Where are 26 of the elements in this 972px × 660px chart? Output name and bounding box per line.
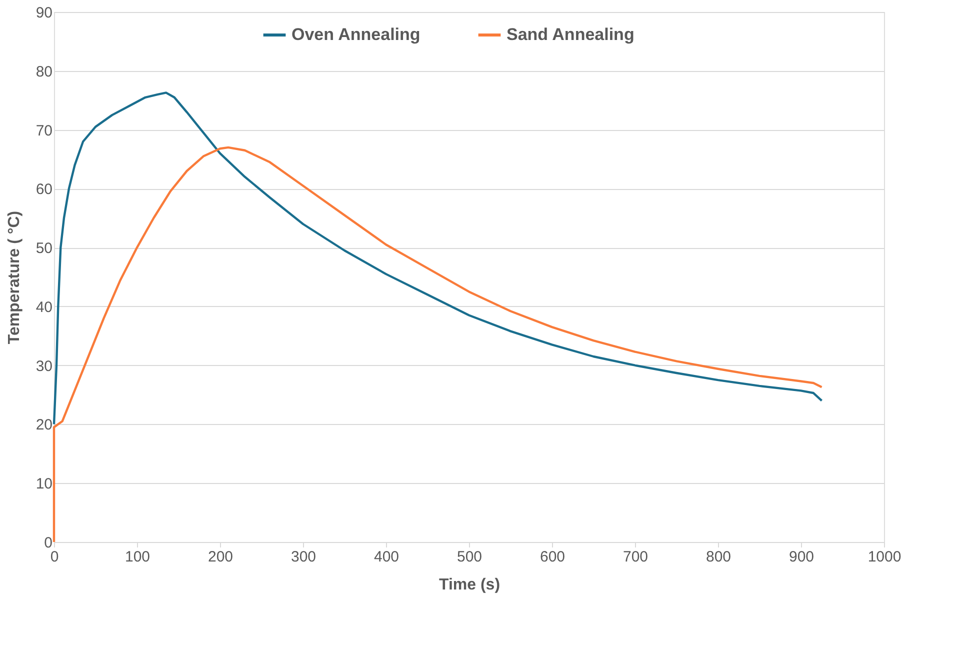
x-tick-label: 1000	[868, 548, 902, 566]
line-series	[52, 146, 823, 544]
x-tick-label: 400	[374, 548, 400, 566]
y-tick-label: 20	[36, 416, 52, 434]
x-tick-label: 900	[788, 548, 814, 566]
line-series	[52, 92, 823, 426]
y-tick-label: 30	[36, 358, 52, 375]
y-tick-label: 90	[36, 4, 52, 22]
legend-label: Sand Annealing	[506, 25, 634, 44]
y-tick-label: 80	[36, 63, 52, 80]
y-tick-label: 50	[36, 240, 52, 258]
x-tick-label: 500	[456, 548, 482, 566]
x-tick-label: 600	[540, 548, 566, 566]
y-tick-label: 70	[36, 122, 52, 140]
legend-label: Oven Annealing	[292, 25, 420, 44]
x-tick-label: 800	[706, 548, 732, 566]
y-tick-label: 10	[36, 476, 52, 493]
y-tick-label: 40	[36, 298, 52, 316]
x-tick-label: 100	[124, 548, 150, 566]
y-tick-label: 60	[36, 181, 52, 198]
x-axis-title: Time (s)	[438, 576, 500, 594]
y-axis-title: Temperature ( °C)	[6, 210, 23, 344]
x-tick-label: 200	[208, 548, 234, 566]
y-tick-label: 0	[44, 534, 52, 552]
x-tick-label: 300	[290, 548, 316, 566]
x-tick-label: 700	[622, 548, 648, 566]
